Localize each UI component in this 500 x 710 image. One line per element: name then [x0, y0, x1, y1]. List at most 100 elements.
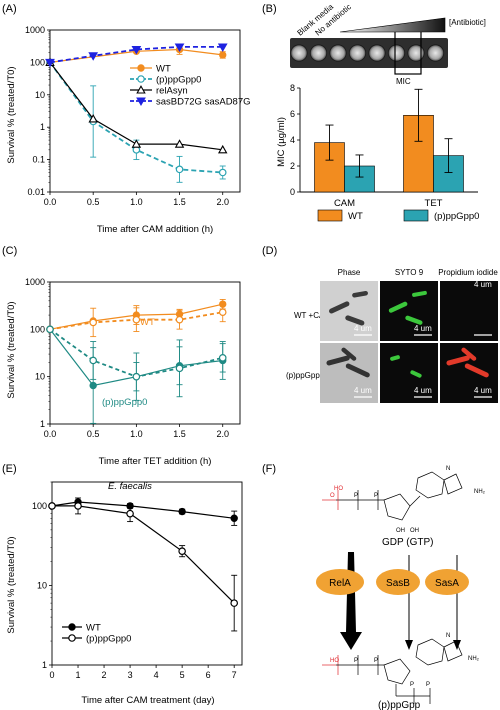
scale-label-5: 4 um: [414, 386, 432, 395]
y-tick-label: 1: [40, 419, 45, 429]
chart-a-xlabel: Time after CAM addition (h): [97, 224, 213, 235]
legend-marker: [68, 623, 76, 631]
x-tick-label: 2: [102, 670, 107, 680]
arrows: [340, 552, 461, 650]
legend-swatch: [403, 209, 429, 222]
legend-marker: [137, 75, 145, 83]
svg-text:NH₂: NH₂: [468, 656, 480, 662]
label-mic: MIC: [396, 77, 411, 86]
x-tick-label: 0.5: [87, 197, 100, 207]
y-tick-label: 0.1: [32, 155, 45, 165]
svg-text:HO: HO: [330, 658, 339, 664]
data-point: [88, 52, 99, 61]
annotation-wt: WT: [140, 317, 155, 328]
chart-c-frame: [49, 281, 241, 425]
x-tick-label: 6: [206, 670, 211, 680]
x-tick-label: 1.5: [173, 429, 186, 439]
annotation-ppgpp0: (p)ppGpp0: [102, 397, 147, 408]
y-tick-label: 1: [42, 660, 47, 670]
chart-c: Survival % (treated/T0) Time after TET a…: [6, 277, 241, 467]
svg-text:P: P: [410, 682, 414, 688]
x-tick-label: 2.0: [216, 429, 229, 439]
data-point: [89, 356, 97, 365]
scale-label-4: 4 um: [354, 386, 372, 395]
legend-marker: [136, 97, 146, 107]
scale-label-1: 4 um: [354, 324, 372, 333]
scale-label-2: 4 um: [414, 324, 432, 333]
data-point: [131, 139, 142, 148]
chart-b: Blank media No antibiotic [Antibiotic] M…: [276, 2, 486, 222]
y-tick-label: 100: [30, 57, 45, 67]
data-point: [89, 318, 97, 327]
svg-text:P: P: [374, 658, 378, 664]
col-phase: Phase: [338, 268, 361, 277]
legend-marker: [68, 634, 76, 642]
y-tick-label: 0: [290, 187, 295, 197]
x-tick-label: 4: [154, 670, 159, 680]
pi-mut-cells: [446, 347, 489, 378]
ppgpp-atoms: HO P P P P N NH₂: [330, 633, 480, 688]
data-point: [131, 46, 142, 55]
legend-swatch: [317, 209, 343, 222]
category-label: TET: [425, 198, 443, 209]
y-tick-label: 10: [35, 90, 45, 100]
y-tick-label: 2: [290, 161, 295, 171]
chart-c-ylabel: Survival % (treated/T0): [6, 301, 17, 398]
x-tick-label: 1.0: [130, 197, 143, 207]
gdp-label: GDP (GTP): [382, 537, 433, 548]
row-mut: (p)ppGpp0 +CAM: [286, 371, 349, 380]
data-point: [217, 43, 228, 52]
chart-b-ylabel: MIC (µg/ml): [276, 117, 287, 167]
x-tick-label: 0.5: [87, 429, 100, 439]
svg-text:P: P: [426, 682, 430, 688]
data-point: [178, 547, 186, 555]
chart-a: Survival % (treated/T0) Time after CAM a…: [6, 25, 251, 235]
data-point: [175, 315, 184, 324]
svg-text:P: P: [354, 658, 358, 664]
svg-text:P: P: [354, 493, 358, 499]
legend-label: WT: [86, 623, 101, 634]
data-point: [178, 507, 186, 516]
syto-wt-cells: [388, 290, 427, 325]
chart-e-title: E. faecalis: [108, 481, 152, 492]
data-point: [132, 315, 141, 324]
ppgpp-molecule: [322, 638, 463, 704]
scale-label-6: 4 um: [474, 386, 492, 395]
data-point: [174, 43, 185, 52]
x-tick-label: 1.5: [173, 197, 186, 207]
y-tick-label: 6: [290, 109, 295, 119]
ppgpp-label: (p)ppGpp: [378, 700, 421, 710]
panel-label-b: (B): [262, 3, 277, 15]
svg-text:HO: HO: [334, 486, 343, 492]
data-point: [217, 144, 228, 154]
y-tick-label: 8: [290, 83, 295, 93]
data-point: [175, 165, 184, 174]
antibiotic-wedge: [339, 17, 446, 33]
y-tick-label: 10: [37, 580, 47, 590]
data-point: [88, 114, 98, 123]
data-point: [132, 372, 141, 381]
y-tick-label: 100: [30, 324, 45, 334]
legend-label: WT: [348, 211, 363, 222]
category-label: CAM: [334, 198, 355, 209]
svg-text:OH: OH: [410, 528, 419, 534]
chart-e-xlabel: Time after CAM treatment (day): [81, 695, 214, 706]
x-tick-label: 7: [232, 670, 237, 680]
y-tick-label: 1000: [25, 277, 45, 287]
gdp-molecule: [322, 471, 463, 521]
x-tick-label: 2.0: [216, 197, 229, 207]
data-point: [218, 308, 227, 317]
legend-label: WT: [156, 64, 171, 75]
series-line: [52, 505, 235, 604]
scale-label-3: 4 um: [474, 280, 492, 289]
svg-text:OH: OH: [396, 528, 405, 534]
well: [387, 44, 406, 62]
panel-label-e: (E): [2, 463, 17, 475]
x-tick-label: 0: [49, 670, 54, 680]
col-syto: SYTO 9: [395, 268, 424, 277]
y-tick-label: 100: [32, 501, 47, 511]
x-tick-label: 0.0: [44, 429, 57, 439]
enzyme-sasa: [425, 569, 469, 595]
well: [368, 44, 386, 62]
